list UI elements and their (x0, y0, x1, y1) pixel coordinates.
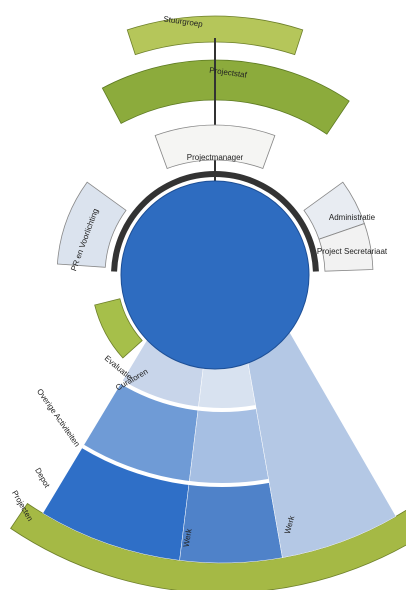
fan-cell (179, 480, 283, 564)
evaluation-band (94, 298, 143, 359)
manager-box (154, 124, 276, 169)
label: Administratie (329, 213, 376, 222)
label: Depot (33, 466, 52, 490)
label: Project Secretariaat (317, 247, 388, 256)
pr-box (56, 181, 127, 268)
steering-band (126, 15, 304, 56)
label: Overige Activiteiten (35, 387, 82, 448)
divider (81, 444, 270, 487)
label: Projectmanager (187, 153, 244, 162)
staff-band (101, 59, 350, 135)
label: Werk (182, 527, 194, 548)
secretariat-box (318, 223, 374, 272)
fan-cell (188, 406, 270, 486)
divider (120, 380, 257, 412)
centre (120, 180, 310, 370)
